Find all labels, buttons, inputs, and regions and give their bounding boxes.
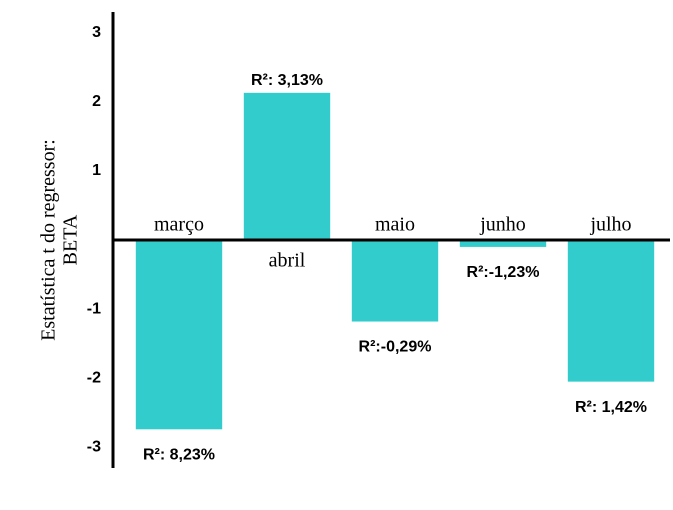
r2-annotation: R²:-0,29% bbox=[359, 339, 432, 356]
bar bbox=[567, 240, 655, 382]
r2-annotation: R²: 8,23% bbox=[143, 447, 215, 464]
category-label: julho bbox=[589, 214, 631, 236]
y-tick-label: 1 bbox=[92, 162, 101, 179]
bar bbox=[135, 240, 223, 430]
y-tick-label: -2 bbox=[87, 369, 101, 386]
bar bbox=[243, 92, 331, 240]
category-label: abril bbox=[269, 250, 306, 272]
y-tick-label: -3 bbox=[87, 438, 101, 455]
r2-annotation: R²:-1,23% bbox=[467, 264, 540, 281]
category-label: junho bbox=[479, 214, 526, 236]
y-axis-label: Estatística t do regressor: bbox=[38, 139, 60, 341]
bar bbox=[351, 240, 439, 322]
bar bbox=[459, 240, 547, 247]
y-tick-label: 2 bbox=[92, 93, 101, 110]
y-axis-label: BETA bbox=[60, 214, 82, 265]
r2-annotation: R²: 1,42% bbox=[575, 399, 647, 416]
y-tick-label: -1 bbox=[87, 300, 101, 317]
r2-annotation: R²: 3,13% bbox=[251, 72, 323, 89]
category-label: março bbox=[154, 214, 204, 236]
y-tick-label: 3 bbox=[92, 24, 101, 41]
category-label: maio bbox=[375, 214, 415, 236]
